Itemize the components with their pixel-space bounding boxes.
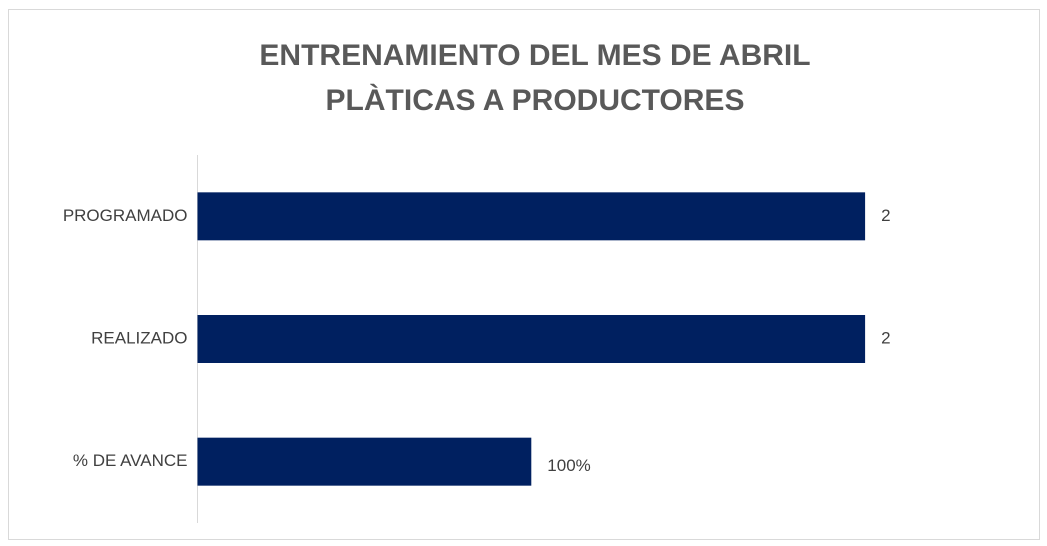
y-tick-label: % DE AVANCE	[73, 451, 188, 470]
chart-title: PLÀTICAS A PRODUCTORES	[326, 83, 745, 117]
data-label: 2	[881, 206, 890, 225]
data-label: 100%	[547, 456, 590, 475]
bar	[197, 315, 866, 363]
y-tick-label: PROGRAMADO	[63, 206, 188, 225]
chart-title: ENTRENAMIENTO DEL MES DE ABRIL	[259, 39, 810, 72]
data-label: 2	[881, 328, 890, 347]
y-tick-label: REALIZADO	[91, 328, 187, 347]
bar	[197, 437, 532, 486]
bar	[197, 192, 866, 241]
